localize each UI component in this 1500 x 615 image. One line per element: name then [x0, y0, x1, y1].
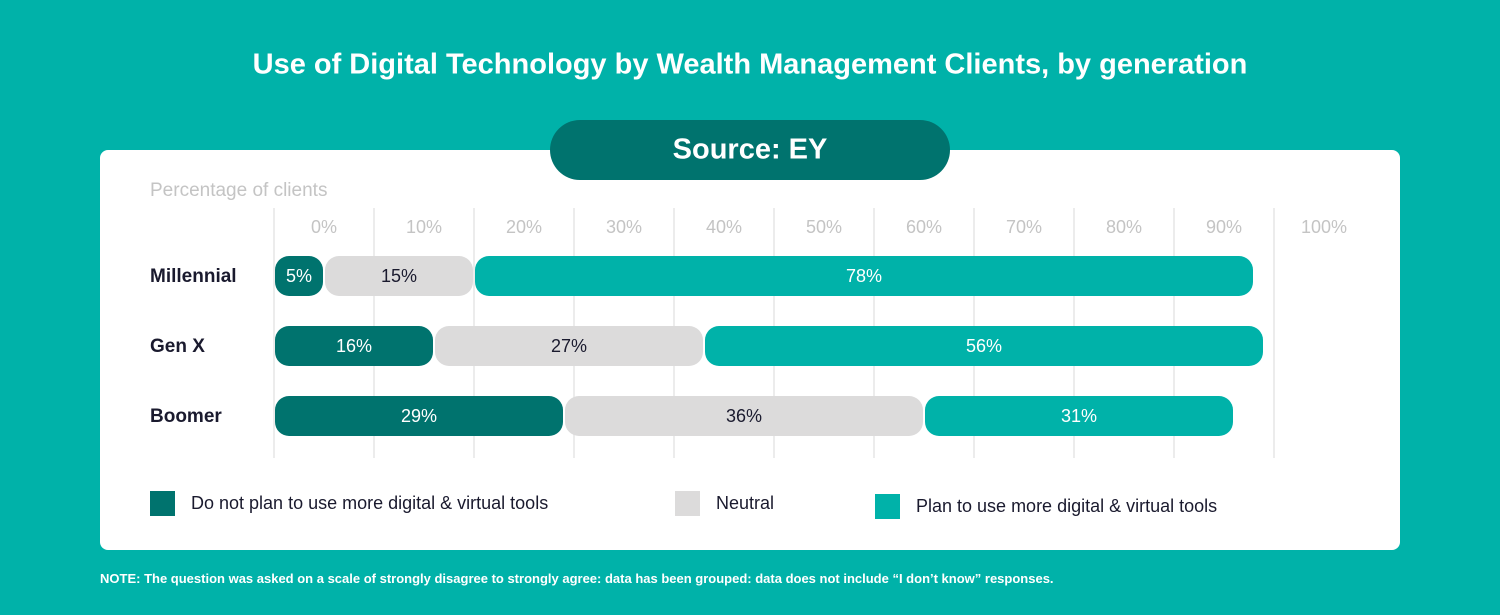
- value-label: 78%: [846, 266, 882, 286]
- x-tick-label: 0%: [311, 217, 337, 237]
- x-tick-label: 60%: [906, 217, 942, 237]
- x-tick-label: 80%: [1106, 217, 1142, 237]
- value-label: 16%: [336, 336, 372, 356]
- axis-title: Percentage of clients: [150, 180, 327, 201]
- note: NOTE: The question was asked on a scale …: [100, 571, 1054, 586]
- source: Source: EY: [673, 134, 828, 166]
- category-label: Millennial: [150, 266, 237, 287]
- bar-segment: [705, 326, 1263, 366]
- legend-swatch: [875, 494, 900, 519]
- value-label: 29%: [401, 406, 437, 426]
- x-tick-label: 10%: [406, 217, 442, 237]
- legend-label: Do not plan to use more digital & virtua…: [191, 493, 548, 513]
- x-tick-label: 40%: [706, 217, 742, 237]
- bar-segment: [475, 256, 1253, 296]
- value-label: 36%: [726, 406, 762, 426]
- bar-segment: [925, 396, 1233, 436]
- bar-segment: [325, 256, 473, 296]
- note-text: The question was asked on a scale of str…: [144, 571, 1053, 586]
- x-tick-label: 20%: [506, 217, 542, 237]
- legend-swatch: [150, 491, 175, 516]
- category-label: Boomer: [150, 406, 222, 427]
- bar-segment: [435, 326, 703, 366]
- value-label: 5%: [286, 266, 312, 286]
- value-label: 56%: [966, 336, 1002, 356]
- x-tick-label: 70%: [1006, 217, 1042, 237]
- legend-swatch: [675, 491, 700, 516]
- category-label: Gen X: [150, 336, 205, 357]
- bar-segment: [275, 326, 433, 366]
- bar-segment: [565, 396, 923, 436]
- legend-label: Neutral: [716, 493, 774, 513]
- source-pill: [550, 120, 950, 180]
- value-label: 31%: [1061, 406, 1097, 426]
- value-label: 15%: [381, 266, 417, 286]
- legend-label: Plan to use more digital & virtual tools: [916, 496, 1217, 516]
- x-tick-label: 50%: [806, 217, 842, 237]
- bar-segment: [275, 256, 323, 296]
- chart-title: Use of Digital Technology by Wealth Mana…: [253, 49, 1248, 81]
- bar-segment: [275, 396, 563, 436]
- note-label: NOTE:: [100, 571, 140, 586]
- x-tick-label: 30%: [606, 217, 642, 237]
- value-label: 27%: [551, 336, 587, 356]
- x-tick-label: 100%: [1301, 217, 1347, 237]
- x-tick-label: 90%: [1206, 217, 1242, 237]
